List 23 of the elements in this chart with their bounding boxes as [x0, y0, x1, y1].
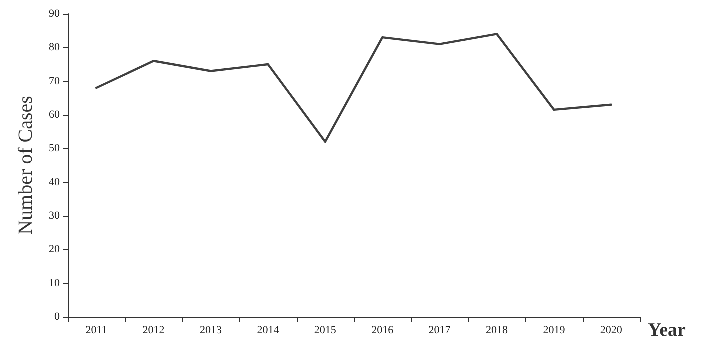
x-tick-label: 2012 — [142, 324, 165, 336]
y-tick-label: 30 — [49, 210, 60, 222]
x-tick-label: 2017 — [428, 324, 452, 336]
y-axis-title: Number of Cases — [15, 96, 37, 235]
y-tick-label: 50 — [49, 142, 60, 155]
y-tick-label: 20 — [49, 244, 60, 256]
x-tick-label: 2015 — [314, 324, 337, 336]
x-tick-label: 2011 — [86, 324, 108, 336]
x-tick-label: 2018 — [486, 324, 508, 336]
y-tick-label: 40 — [49, 176, 60, 188]
x-tick-label: 2014 — [257, 324, 280, 336]
y-tick-label: 0 — [54, 311, 60, 323]
x-axis-title: Year — [648, 320, 687, 341]
x-tick-label: 2013 — [200, 324, 222, 336]
line-series — [96, 33, 612, 144]
x-tick-label: 2020 — [600, 324, 623, 336]
y-tick-label: 80 — [49, 42, 60, 54]
x-tick-label: 2019 — [543, 324, 566, 336]
y-tick-label: 70 — [49, 75, 60, 88]
y-tick-label: 60 — [49, 109, 60, 121]
y-tick-label: 10 — [49, 277, 60, 290]
x-tick-label: 2016 — [372, 324, 394, 336]
y-tick-label: 90 — [49, 8, 60, 20]
